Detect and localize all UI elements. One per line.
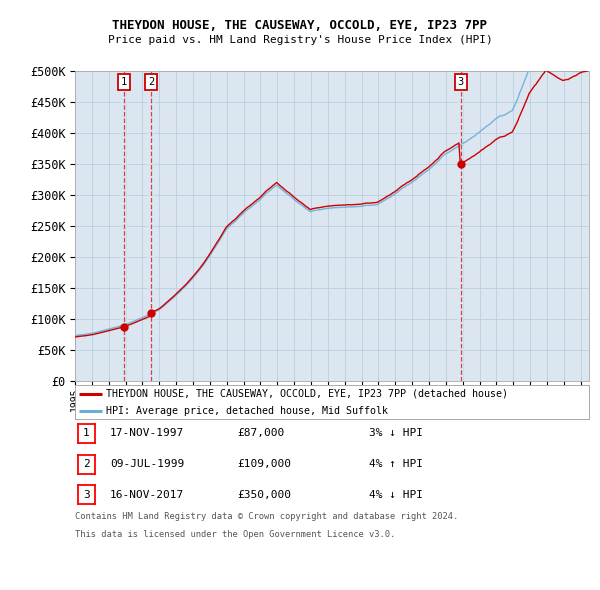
Text: Contains HM Land Registry data © Crown copyright and database right 2024.: Contains HM Land Registry data © Crown c… xyxy=(75,512,458,521)
Text: 16-NOV-2017: 16-NOV-2017 xyxy=(110,490,184,500)
Text: 3: 3 xyxy=(83,490,90,500)
Text: HPI: Average price, detached house, Mid Suffolk: HPI: Average price, detached house, Mid … xyxy=(106,407,388,417)
Text: 3% ↓ HPI: 3% ↓ HPI xyxy=(369,428,423,438)
Text: £87,000: £87,000 xyxy=(237,428,284,438)
Text: 3: 3 xyxy=(458,77,464,87)
Text: 09-JUL-1999: 09-JUL-1999 xyxy=(110,459,184,469)
Text: THEYDON HOUSE, THE CAUSEWAY, OCCOLD, EYE, IP23 7PP: THEYDON HOUSE, THE CAUSEWAY, OCCOLD, EYE… xyxy=(113,19,487,32)
Text: 17-NOV-1997: 17-NOV-1997 xyxy=(110,428,184,438)
Text: 1: 1 xyxy=(83,428,90,438)
Bar xyxy=(457,71,465,381)
Text: 2: 2 xyxy=(148,77,154,87)
Text: 4% ↑ HPI: 4% ↑ HPI xyxy=(369,459,423,469)
Text: £109,000: £109,000 xyxy=(237,459,291,469)
Text: THEYDON HOUSE, THE CAUSEWAY, OCCOLD, EYE, IP23 7PP (detached house): THEYDON HOUSE, THE CAUSEWAY, OCCOLD, EYE… xyxy=(106,389,508,399)
Bar xyxy=(119,71,128,381)
Bar xyxy=(147,71,155,381)
Text: 2: 2 xyxy=(83,459,90,469)
Text: £350,000: £350,000 xyxy=(237,490,291,500)
Text: Price paid vs. HM Land Registry's House Price Index (HPI): Price paid vs. HM Land Registry's House … xyxy=(107,35,493,45)
Text: This data is licensed under the Open Government Licence v3.0.: This data is licensed under the Open Gov… xyxy=(75,530,395,539)
Text: 1: 1 xyxy=(121,77,127,87)
Text: 4% ↓ HPI: 4% ↓ HPI xyxy=(369,490,423,500)
